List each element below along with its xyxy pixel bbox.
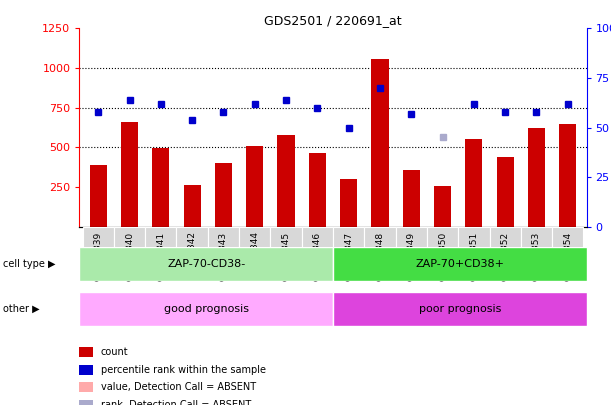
Bar	[559, 124, 576, 227]
FancyBboxPatch shape	[552, 227, 584, 273]
Text: GSM99354: GSM99354	[563, 232, 573, 281]
Text: GSM99346: GSM99346	[313, 232, 322, 281]
Bar	[309, 153, 326, 227]
Text: GSM99339: GSM99339	[93, 232, 103, 281]
Text: value, Detection Call = ABSENT: value, Detection Call = ABSENT	[101, 382, 256, 392]
Text: rank, Detection Call = ABSENT: rank, Detection Call = ABSENT	[101, 400, 251, 405]
FancyBboxPatch shape	[364, 227, 395, 273]
FancyBboxPatch shape	[521, 227, 552, 273]
Bar	[277, 135, 295, 227]
Bar	[497, 157, 514, 227]
Title: GDS2501 / 220691_at: GDS2501 / 220691_at	[264, 14, 402, 27]
Bar	[434, 185, 451, 227]
Text: GSM99342: GSM99342	[188, 232, 197, 280]
Bar	[246, 146, 263, 227]
Text: GSM99352: GSM99352	[500, 232, 510, 281]
Text: GSM99350: GSM99350	[438, 232, 447, 281]
Text: GSM99341: GSM99341	[156, 232, 166, 281]
FancyBboxPatch shape	[82, 227, 114, 273]
Text: ZAP-70-CD38-: ZAP-70-CD38-	[167, 259, 246, 269]
FancyBboxPatch shape	[208, 227, 239, 273]
FancyBboxPatch shape	[427, 227, 458, 273]
Text: GSM99345: GSM99345	[282, 232, 291, 281]
Text: poor prognosis: poor prognosis	[419, 304, 501, 314]
FancyBboxPatch shape	[302, 227, 333, 273]
FancyBboxPatch shape	[177, 227, 208, 273]
Text: cell type ▶: cell type ▶	[3, 259, 56, 269]
FancyBboxPatch shape	[333, 227, 364, 273]
Bar	[371, 59, 389, 227]
Bar	[183, 185, 201, 227]
FancyBboxPatch shape	[333, 292, 587, 326]
Bar	[403, 170, 420, 227]
Bar	[340, 179, 357, 227]
FancyBboxPatch shape	[79, 247, 333, 281]
FancyBboxPatch shape	[239, 227, 271, 273]
Text: good prognosis: good prognosis	[164, 304, 249, 314]
Text: GSM99347: GSM99347	[344, 232, 353, 281]
Text: GSM99348: GSM99348	[375, 232, 384, 281]
FancyBboxPatch shape	[114, 227, 145, 273]
Text: GSM99353: GSM99353	[532, 232, 541, 281]
Text: GSM99349: GSM99349	[407, 232, 415, 281]
Bar	[465, 139, 483, 227]
FancyBboxPatch shape	[458, 227, 489, 273]
Text: GSM99344: GSM99344	[251, 232, 259, 280]
FancyBboxPatch shape	[395, 227, 427, 273]
FancyBboxPatch shape	[145, 227, 177, 273]
Text: ZAP-70+CD38+: ZAP-70+CD38+	[415, 259, 504, 269]
Text: other ▶: other ▶	[3, 304, 40, 314]
FancyBboxPatch shape	[489, 227, 521, 273]
Text: percentile rank within the sample: percentile rank within the sample	[101, 365, 266, 375]
Text: GSM99351: GSM99351	[469, 232, 478, 281]
Bar	[528, 128, 545, 227]
Bar	[90, 165, 107, 227]
Bar	[215, 162, 232, 227]
Bar	[121, 122, 138, 227]
Bar	[152, 148, 169, 227]
FancyBboxPatch shape	[271, 227, 302, 273]
FancyBboxPatch shape	[79, 292, 333, 326]
Text: GSM99340: GSM99340	[125, 232, 134, 281]
FancyBboxPatch shape	[333, 247, 587, 281]
Text: count: count	[101, 347, 128, 357]
Text: GSM99343: GSM99343	[219, 232, 228, 281]
